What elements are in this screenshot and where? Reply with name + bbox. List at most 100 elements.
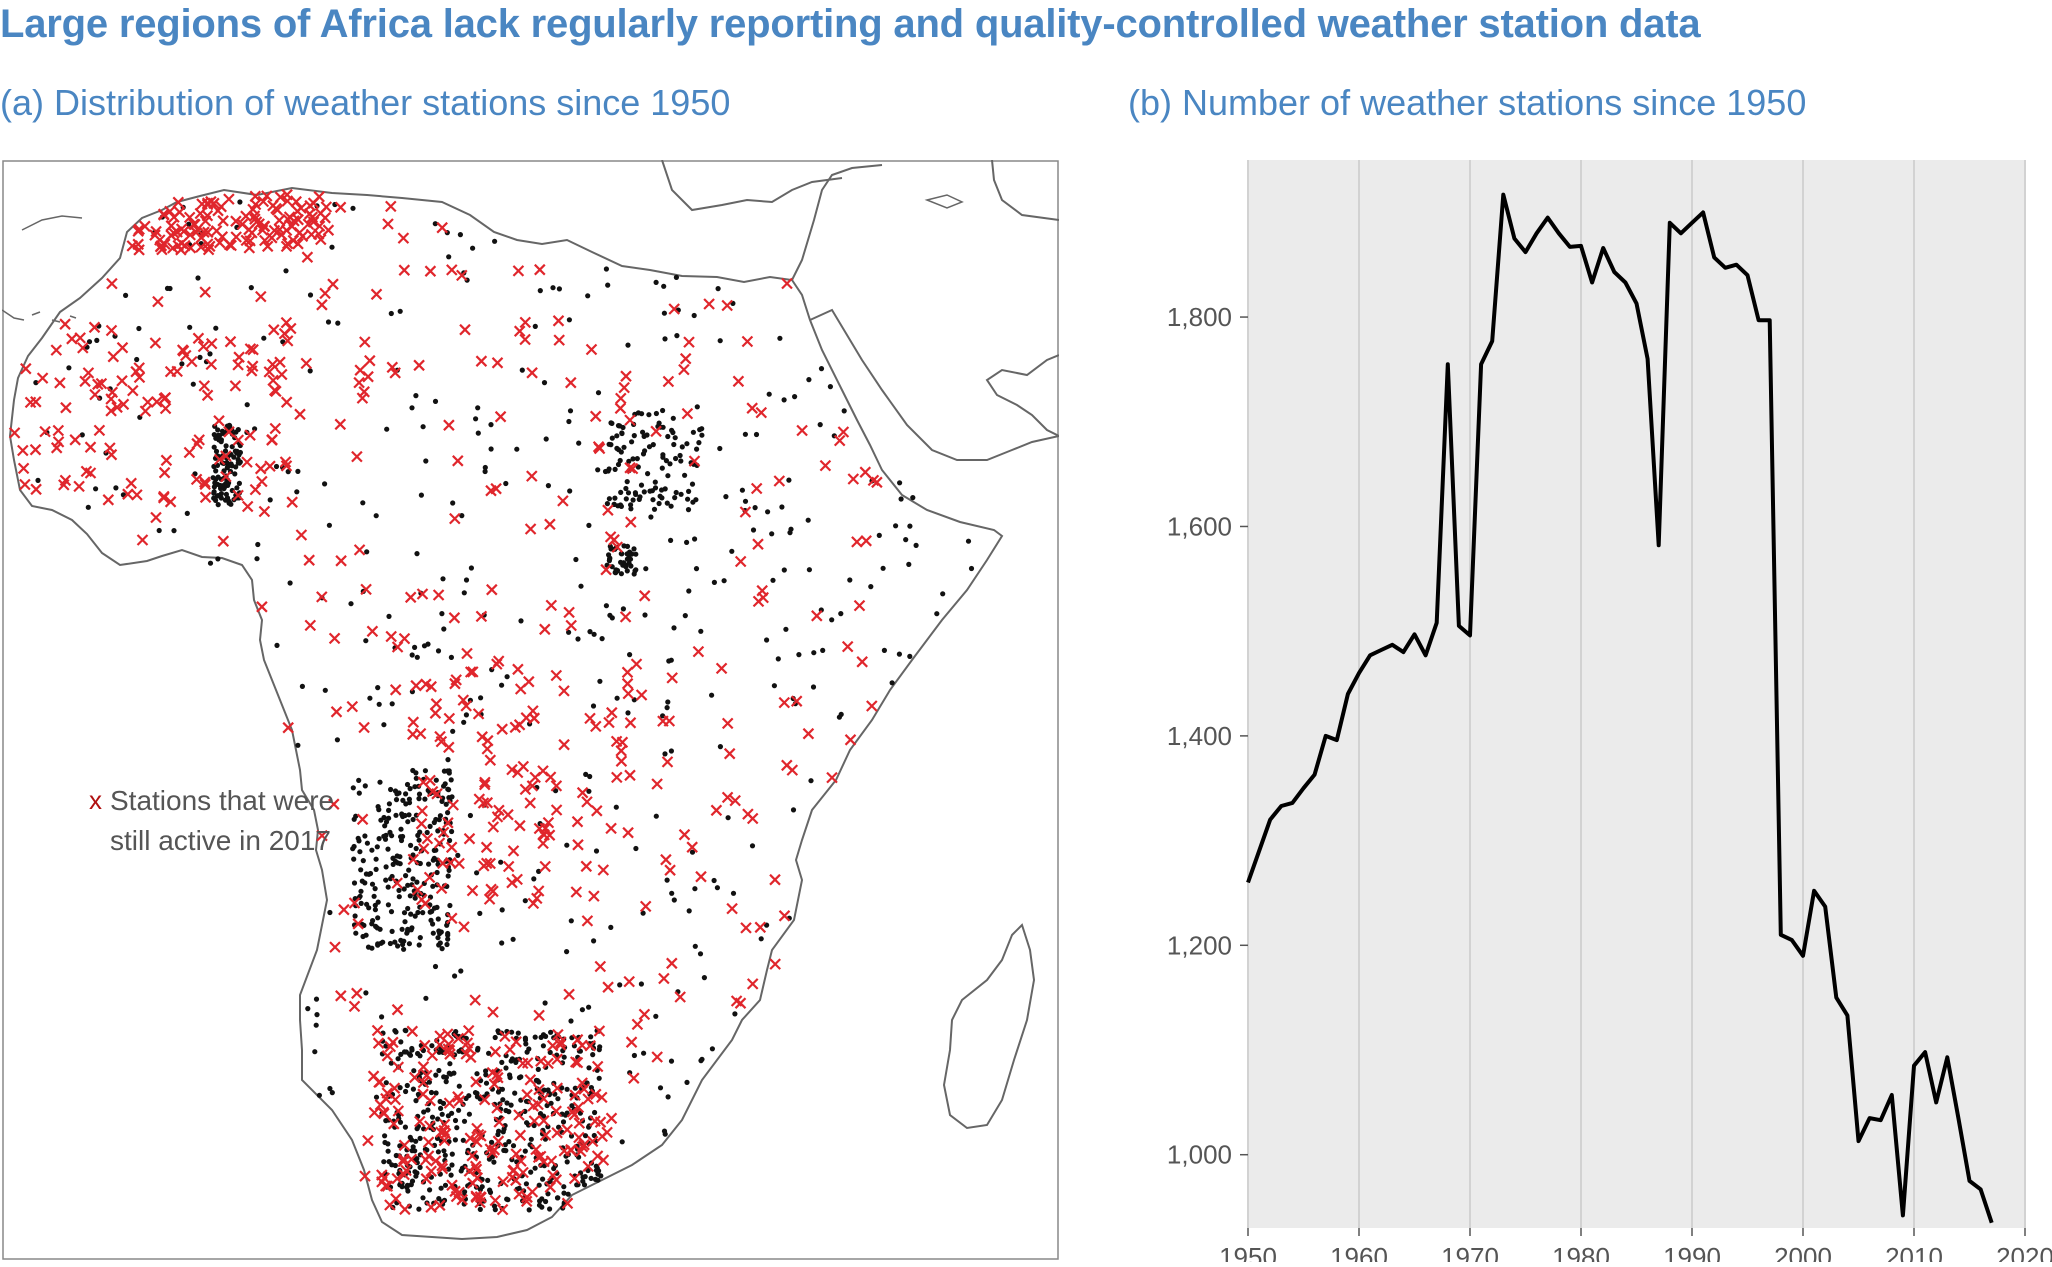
station-dot <box>889 680 895 686</box>
active-station-marker <box>416 893 428 906</box>
active-station-marker <box>293 226 306 239</box>
station-dot <box>405 905 411 912</box>
map-legend: x Stations that were still active in 201… <box>89 785 334 856</box>
active-station-marker <box>506 763 518 776</box>
station-dot <box>383 877 389 883</box>
station-dot <box>642 448 648 454</box>
active-station-marker <box>639 900 652 913</box>
active-station-marker <box>313 190 325 203</box>
active-station-marker <box>199 478 211 491</box>
station-dot <box>545 483 552 489</box>
active-station-marker <box>624 414 636 426</box>
station-dot <box>732 1011 738 1017</box>
station-dot <box>350 785 356 791</box>
active-station-marker <box>220 450 232 462</box>
active-station-marker <box>453 857 465 870</box>
active-station-marker <box>184 229 196 241</box>
station-dot <box>607 612 613 618</box>
station-dot <box>699 432 705 438</box>
station-dot <box>85 504 91 510</box>
station-dot <box>631 546 637 552</box>
active-station-marker <box>360 583 372 596</box>
plot-background <box>1248 160 2025 1228</box>
y-axis-ticks: 1,000 1,200 1,400 1,600 1,800 <box>1167 302 1248 1170</box>
active-station-marker <box>346 700 359 713</box>
station-dot <box>515 1030 521 1036</box>
active-station-marker <box>511 766 524 779</box>
active-station-marker <box>385 200 397 213</box>
station-dot <box>453 1029 459 1035</box>
station-dot <box>392 788 399 794</box>
station-dot <box>385 902 391 908</box>
active-station-marker <box>274 356 286 368</box>
station-dot <box>378 817 384 823</box>
active-station-marker <box>136 534 149 546</box>
station-dot <box>385 1148 391 1154</box>
active-station-marker <box>301 251 314 263</box>
active-station-marker <box>421 832 434 845</box>
active-station-marker <box>256 224 269 236</box>
station-dot <box>393 1029 399 1035</box>
station-dot <box>699 1056 705 1062</box>
active-station-marker <box>20 362 32 375</box>
station-dot <box>459 513 465 519</box>
station-dot <box>665 699 671 705</box>
active-station-marker <box>456 269 468 282</box>
station-dot <box>547 1049 553 1055</box>
active-station-marker <box>519 783 532 796</box>
active-station-marker <box>746 402 758 414</box>
active-station-marker <box>651 778 663 790</box>
station-dot <box>398 826 404 832</box>
station-dot <box>442 781 448 787</box>
station-dot <box>362 783 368 789</box>
station-dot <box>405 1188 411 1194</box>
station-dot <box>491 1203 498 1209</box>
station-dot <box>420 910 426 916</box>
station-dot <box>402 1124 408 1130</box>
station-dot <box>838 611 844 617</box>
station-dot <box>536 868 542 875</box>
active-station-marker <box>594 1116 607 1128</box>
active-station-marker <box>631 1018 644 1031</box>
station-dot <box>532 323 538 329</box>
station-dot <box>711 579 718 585</box>
active-station-marker <box>615 745 627 757</box>
station-dot <box>369 847 375 853</box>
station-dot <box>261 335 267 341</box>
active-station-marker <box>624 462 636 474</box>
active-station-marker <box>573 1131 585 1144</box>
station-dot <box>590 1052 596 1058</box>
x-tick-label: 1960 <box>1330 1242 1388 1262</box>
station-dot <box>367 695 373 701</box>
active-station-marker <box>391 877 403 889</box>
station-dot <box>790 807 797 813</box>
station-dot <box>409 925 415 931</box>
station-dot <box>94 337 100 343</box>
active-station-marker <box>158 490 170 503</box>
active-station-marker <box>628 1072 640 1084</box>
station-dot <box>287 580 293 586</box>
station-dot <box>408 842 414 849</box>
station-dot <box>624 568 630 574</box>
active-station-marker <box>811 610 823 622</box>
active-station-marker <box>358 721 370 734</box>
active-station-marker <box>569 1089 581 1101</box>
active-station-marker <box>710 804 723 817</box>
active-station-marker <box>139 405 152 417</box>
station-dot <box>765 509 771 515</box>
active-station-marker <box>591 1150 604 1162</box>
station-dot <box>445 1113 451 1119</box>
station-dot <box>633 845 639 852</box>
active-station-marker <box>626 462 639 475</box>
station-dot <box>686 908 692 914</box>
station-dot <box>187 324 193 330</box>
station-dot <box>449 794 455 800</box>
active-station-marker <box>152 295 164 308</box>
station-dot <box>425 641 431 647</box>
station-dot <box>438 1105 444 1111</box>
station-dot <box>628 506 634 512</box>
station-dot <box>237 199 243 205</box>
active-station-marker <box>386 361 399 374</box>
station-dot <box>893 523 899 529</box>
